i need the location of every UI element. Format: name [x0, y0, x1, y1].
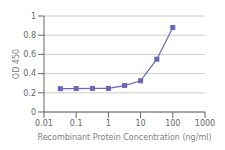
- svg-text:100: 100: [165, 119, 180, 128]
- svg-text:0.01: 0.01: [35, 119, 53, 128]
- svg-text:Recombinant Protein Concentrat: Recombinant Protein Concentration (ng/ml…: [37, 133, 211, 142]
- svg-text:0.8: 0.8: [23, 31, 36, 40]
- svg-text:0.1: 0.1: [70, 119, 83, 128]
- svg-text:1: 1: [31, 12, 36, 21]
- svg-text:0: 0: [31, 108, 36, 117]
- svg-text:10: 10: [136, 119, 146, 128]
- svg-text:0.2: 0.2: [23, 89, 36, 98]
- svg-text:0.6: 0.6: [23, 50, 36, 59]
- svg-text:1000: 1000: [195, 119, 215, 128]
- svg-text:0.4: 0.4: [23, 69, 36, 78]
- svg-text:1: 1: [106, 119, 111, 128]
- svg-text:OD 450: OD 450: [12, 49, 21, 79]
